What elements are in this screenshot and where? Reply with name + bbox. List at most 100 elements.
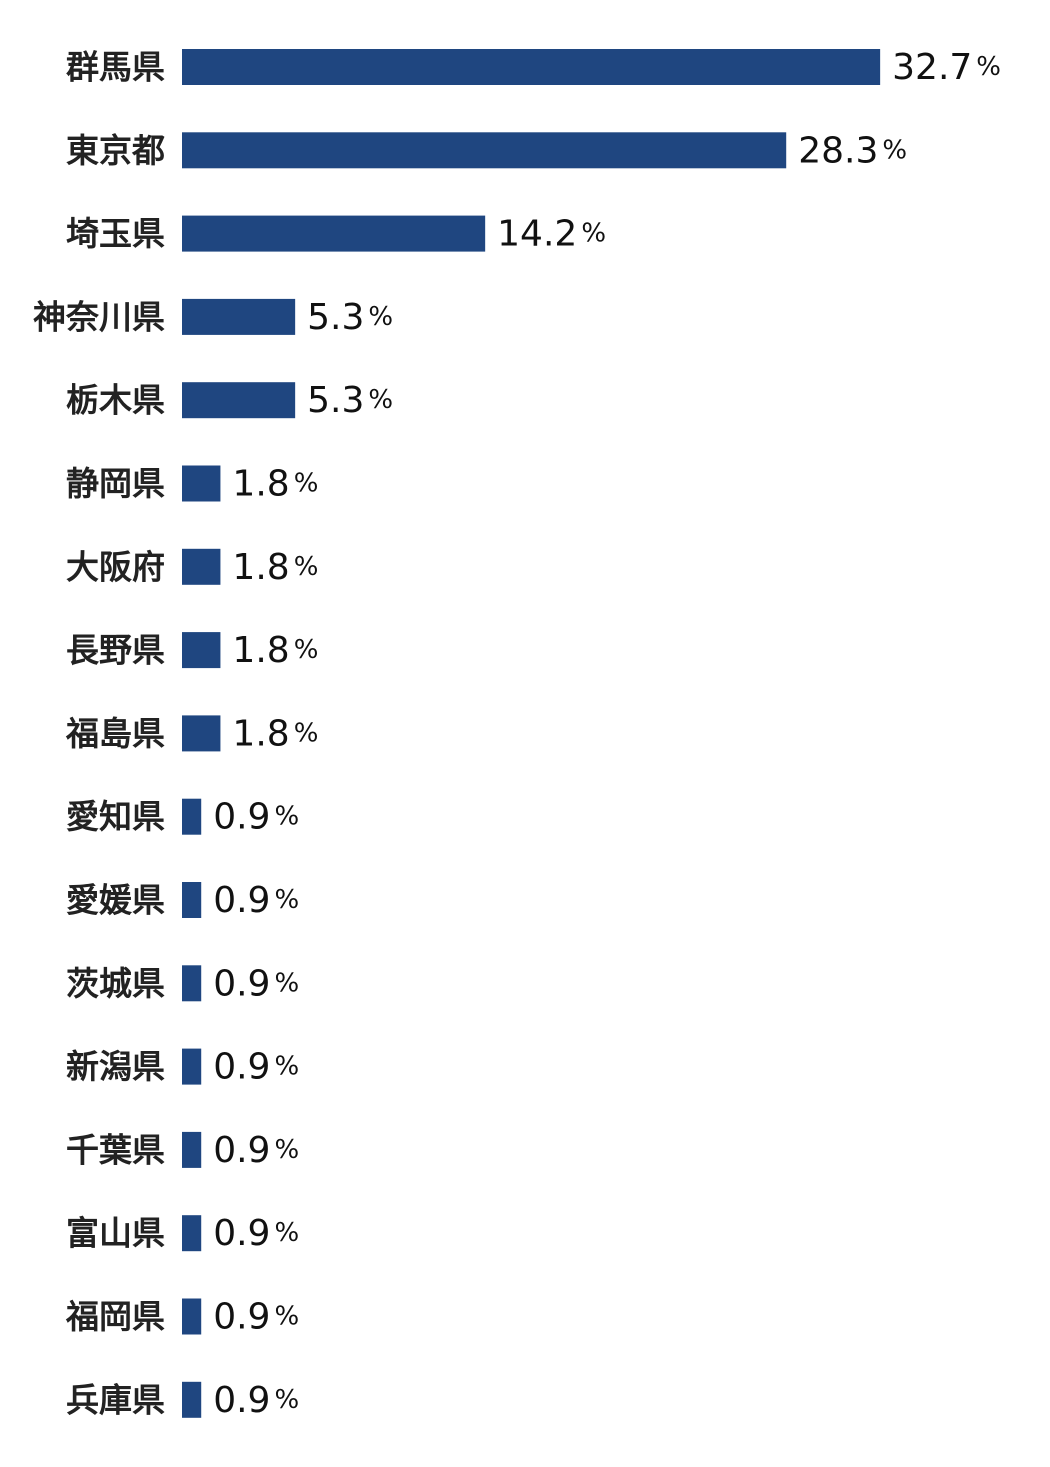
- bar: [182, 548, 221, 585]
- bar-row: 新潟県 0.9%: [66, 1046, 299, 1087]
- category-label: 千葉県: [66, 1130, 165, 1169]
- category-label: 東京都: [66, 131, 165, 170]
- value-label: 5.3%: [307, 296, 393, 337]
- bar-row: 大阪府 1.8%: [66, 546, 318, 587]
- bar-row: 静岡県 1.8%: [66, 463, 318, 504]
- bar: [182, 715, 221, 752]
- bar-row: 福島県 1.8%: [65, 713, 318, 754]
- value-unit: %: [368, 385, 393, 415]
- value-unit: %: [368, 302, 393, 332]
- value-unit: %: [274, 1302, 299, 1332]
- category-label: 新潟県: [66, 1047, 165, 1086]
- value-label: 0.9%: [213, 1129, 299, 1170]
- value-label: 1.8%: [232, 463, 318, 504]
- value-unit: %: [274, 885, 299, 915]
- bar-row: 群馬県 32.7%: [66, 47, 1001, 88]
- value-unit: %: [294, 552, 319, 582]
- value-unit: %: [274, 968, 299, 998]
- value-label: 0.9%: [213, 1296, 299, 1337]
- bar: [182, 215, 486, 252]
- bar: [182, 465, 221, 502]
- bar: [182, 382, 296, 419]
- category-label: 愛知県: [66, 797, 165, 836]
- value-unit: %: [294, 718, 319, 748]
- category-label: 群馬県: [66, 48, 165, 87]
- value-unit: %: [581, 219, 606, 249]
- category-label: 福岡県: [65, 1297, 165, 1336]
- bar: [182, 132, 787, 169]
- value-number: 0.9: [213, 1129, 270, 1170]
- bar: [182, 298, 296, 335]
- value-label: 0.9%: [213, 796, 299, 837]
- bar-row: 神奈川県 5.3%: [33, 296, 393, 337]
- value-number: 5.3: [307, 296, 364, 337]
- value-label: 28.3%: [798, 130, 907, 171]
- category-label: 富山県: [66, 1214, 165, 1253]
- value-number: 32.7: [892, 47, 972, 88]
- bar-row: 茨城県 0.9%: [66, 963, 299, 1004]
- bar-row: 栃木県 5.3%: [66, 380, 393, 421]
- bar-row: 千葉県 0.9%: [66, 1129, 299, 1170]
- bar: [182, 632, 221, 669]
- bar: [182, 965, 202, 1002]
- category-label: 埼玉県: [66, 214, 165, 253]
- value-label: 1.8%: [232, 630, 318, 671]
- value-label: 0.9%: [213, 1213, 299, 1254]
- value-label: 14.2%: [497, 213, 606, 254]
- value-label: 1.8%: [232, 546, 318, 587]
- category-label: 静岡県: [66, 464, 165, 503]
- bar: [182, 1381, 202, 1418]
- bar-row: 東京都 28.3%: [66, 130, 907, 171]
- value-unit: %: [976, 52, 1001, 82]
- value-number: 0.9: [213, 796, 270, 837]
- value-number: 1.8: [232, 546, 289, 587]
- bar: [182, 49, 881, 85]
- bar: [182, 1131, 202, 1168]
- value-label: 0.9%: [213, 880, 299, 921]
- bar-row: 富山県 0.9%: [66, 1213, 299, 1254]
- category-label: 茨城県: [66, 964, 165, 1003]
- value-label: 1.8%: [232, 713, 318, 754]
- value-number: 1.8: [232, 463, 289, 504]
- value-number: 28.3: [798, 130, 878, 171]
- value-label: 0.9%: [213, 963, 299, 1004]
- value-number: 5.3: [307, 380, 364, 421]
- bar-row: 兵庫県 0.9%: [66, 1379, 299, 1420]
- category-label: 長野県: [66, 631, 165, 670]
- value-label: 0.9%: [213, 1379, 299, 1420]
- value-number: 0.9: [213, 1046, 270, 1087]
- bar-row: 長野県 1.8%: [66, 630, 318, 671]
- bar-row: 福岡県 0.9%: [65, 1296, 299, 1337]
- bar-row: 愛媛県 0.9%: [66, 880, 299, 921]
- value-unit: %: [274, 1218, 299, 1248]
- value-number: 0.9: [213, 880, 270, 921]
- category-label: 愛媛県: [66, 881, 165, 920]
- category-label: 福島県: [65, 714, 165, 753]
- value-number: 1.8: [232, 630, 289, 671]
- bar: [182, 1298, 202, 1335]
- category-label: 神奈川県: [33, 297, 165, 336]
- bar-row: 愛知県 0.9%: [66, 796, 299, 837]
- value-number: 0.9: [213, 1296, 270, 1337]
- value-unit: %: [294, 635, 319, 665]
- value-number: 0.9: [213, 963, 270, 1004]
- value-unit: %: [274, 1052, 299, 1082]
- value-label: 0.9%: [213, 1046, 299, 1087]
- value-unit: %: [274, 1385, 299, 1415]
- value-unit: %: [274, 1135, 299, 1165]
- category-label: 兵庫県: [66, 1380, 165, 1419]
- bar: [182, 1215, 202, 1252]
- category-label: 栃木県: [66, 381, 165, 420]
- value-unit: %: [274, 802, 299, 832]
- value-label: 5.3%: [307, 380, 393, 421]
- bar: [182, 1048, 202, 1085]
- category-label: 大阪府: [66, 547, 165, 586]
- bar-row: 埼玉県 14.2%: [66, 213, 606, 254]
- value-unit: %: [882, 135, 907, 165]
- value-unit: %: [294, 469, 319, 499]
- bar: [182, 882, 202, 918]
- value-label: 32.7%: [892, 47, 1001, 88]
- value-number: 1.8: [232, 713, 289, 754]
- value-number: 14.2: [497, 213, 577, 254]
